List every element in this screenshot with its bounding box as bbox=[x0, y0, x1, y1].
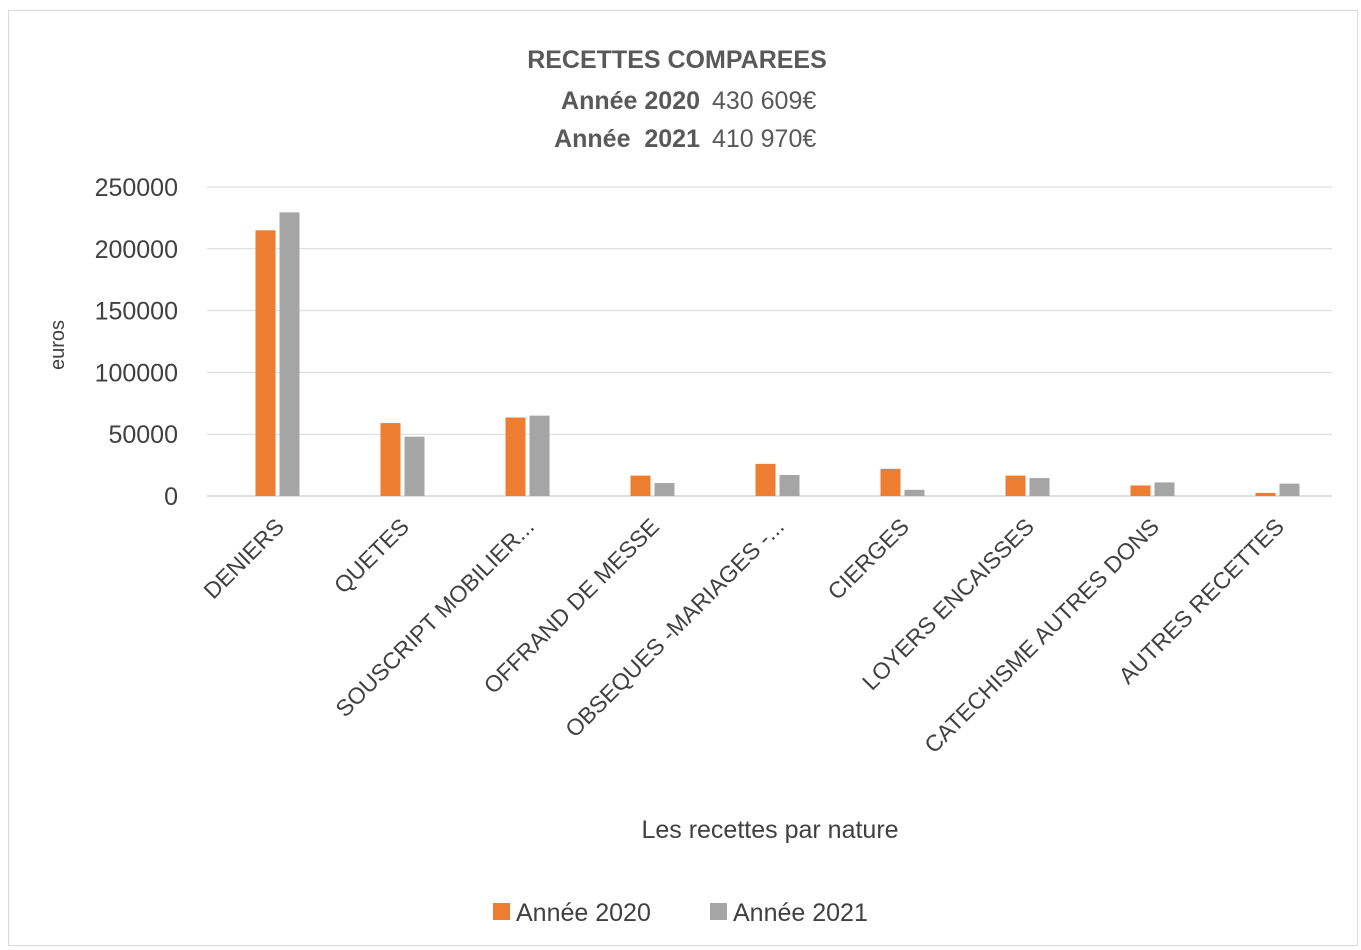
subtitle-label-2020: Année 2020 bbox=[561, 87, 700, 115]
bar-2020-8 bbox=[1255, 492, 1276, 496]
y-tick-label: 0 bbox=[164, 483, 178, 511]
category-label: DENIERS bbox=[198, 513, 289, 604]
bar-2021-2 bbox=[529, 415, 550, 496]
bar-2021-8 bbox=[1279, 483, 1300, 496]
category-label: SOUSCRIPT MOBILIER... bbox=[330, 513, 539, 722]
subtitle-value-2020: 430 609€ bbox=[712, 87, 816, 115]
subtitle-value-2021: 410 970€ bbox=[712, 125, 816, 153]
y-tick-labels: 0 50000 100000 150000 200000 250000 bbox=[95, 174, 178, 511]
category-label: CIERGES bbox=[822, 513, 914, 605]
subtitle-label-2021: Année 2021 bbox=[554, 125, 700, 153]
legend: Année 2020 Année 2021 bbox=[493, 899, 868, 927]
y-tick-label: 200000 bbox=[95, 236, 178, 264]
bar-2020-2 bbox=[505, 417, 526, 496]
bar-2020-6 bbox=[1005, 475, 1026, 496]
y-tick-label: 100000 bbox=[95, 359, 178, 387]
bar-2020-3 bbox=[630, 475, 651, 496]
chart-frame bbox=[8, 10, 1358, 946]
category-label: QUETES bbox=[329, 513, 414, 598]
bar-2021-7 bbox=[1154, 482, 1175, 496]
legend-label-2020: Année 2020 bbox=[516, 899, 651, 927]
bar-2021-0 bbox=[279, 212, 300, 496]
bars bbox=[255, 212, 1300, 496]
gridlines bbox=[207, 186, 1332, 497]
bar-2020-4 bbox=[755, 463, 776, 496]
category-label: CATECHISME AUTRES DONS bbox=[919, 513, 1164, 758]
chart-title: RECETTES COMPAREES bbox=[527, 46, 827, 74]
legend-swatch-2020 bbox=[493, 903, 510, 920]
x-axis-title: Les recettes par nature bbox=[641, 816, 898, 844]
category-label: OBSEQUES -MARIAGES -... bbox=[560, 513, 789, 742]
y-tick-label: 150000 bbox=[95, 298, 178, 326]
bar-2021-4 bbox=[779, 474, 800, 496]
bar-2021-5 bbox=[904, 489, 925, 496]
bar-2020-0 bbox=[255, 230, 276, 496]
bar-2020-5 bbox=[880, 468, 901, 496]
y-tick-label: 50000 bbox=[108, 421, 178, 449]
bar-2020-1 bbox=[380, 423, 401, 496]
bar-2021-6 bbox=[1029, 478, 1050, 496]
legend-swatch-2021 bbox=[710, 903, 727, 920]
y-tick-label: 250000 bbox=[95, 174, 178, 202]
bar-2020-7 bbox=[1130, 485, 1151, 496]
y-axis-title: euros bbox=[47, 320, 69, 370]
bar-2021-1 bbox=[404, 436, 425, 496]
bar-2021-3 bbox=[654, 483, 675, 496]
legend-label-2021: Année 2021 bbox=[733, 899, 868, 927]
